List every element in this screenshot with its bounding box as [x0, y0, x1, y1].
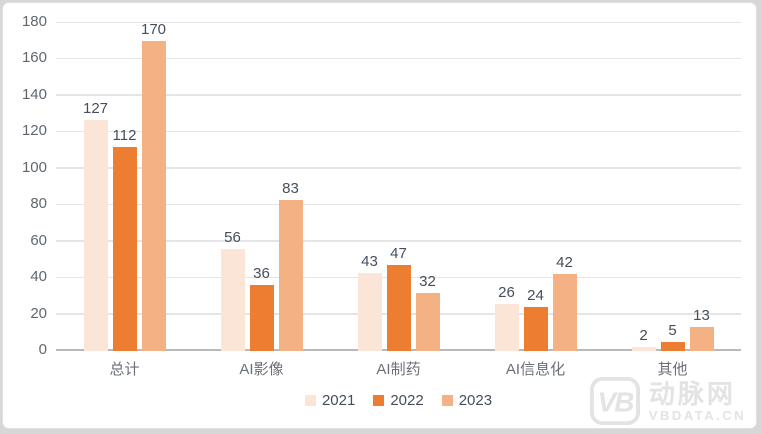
y-tick-label: 40 [30, 268, 47, 286]
bar-group: 26 24 42 [467, 23, 604, 351]
y-tick-label: 160 [21, 49, 47, 67]
gridline [56, 94, 741, 96]
bar-value-label: 56 [224, 228, 241, 246]
y-tick-label: 180 [21, 13, 47, 30]
y-tick-label: 60 [30, 231, 47, 249]
bar-value-label: 26 [498, 283, 515, 301]
legend-swatch [441, 395, 453, 406]
y-tick-label: 0 [38, 341, 47, 358]
vb-logo-icon: VB [589, 376, 640, 426]
legend-item-2022: 2022 [373, 392, 424, 409]
bar-value-label: 5 [668, 321, 677, 339]
legend: 2021 2022 2023 [56, 392, 741, 409]
bar-2023: 32 [415, 273, 440, 351]
gridline [56, 57, 741, 60]
bar-2022: 36 [249, 265, 274, 351]
watermark-site: VBDATA.CN [648, 407, 746, 423]
bar-2023: 42 [552, 254, 577, 351]
plot-area: 127 112 170 56 36 83 43 47 32 26 24 42 2 5 13 [56, 21, 741, 351]
bar-2023: 83 [278, 180, 303, 351]
bar-value-label: 47 [390, 245, 407, 263]
bar-value-label: 83 [282, 179, 299, 197]
bar-2022: 112 [112, 127, 137, 351]
bar-2023: 13 [689, 307, 714, 351]
bar-2021: 127 [83, 100, 108, 351]
y-axis-labels: 0 20 40 60 80 100 120 140 160 180 [3, 13, 47, 358]
bar-value-label: 24 [527, 287, 544, 305]
y-tick-label: 20 [30, 304, 47, 322]
bar-2021: 2 [631, 327, 656, 351]
category-label: AI信息化 [505, 361, 566, 378]
bar-2022: 24 [523, 287, 548, 351]
gridline [56, 240, 741, 242]
bar-value-label: 42 [556, 254, 573, 272]
bar-2022: 5 [660, 322, 685, 351]
bar-value-label: 32 [419, 272, 436, 290]
bar-value-label: 36 [253, 265, 270, 283]
category-label: 其他 [657, 361, 688, 378]
bar-group: 56 36 83 [193, 23, 330, 351]
bar-value-label: 127 [82, 99, 109, 117]
y-tick-label: 140 [21, 85, 47, 103]
bar-value-label: 112 [112, 126, 137, 144]
bar-2021: 56 [220, 229, 245, 351]
category-label: AI制药 [376, 361, 421, 378]
legend-item-2021: 2021 [304, 392, 356, 409]
legend-swatch [373, 395, 385, 406]
category-label: 总计 [109, 361, 140, 378]
vb-logo-text: VB [597, 387, 634, 418]
bar-2023: 170 [141, 21, 166, 351]
bar-2021: 43 [357, 253, 382, 351]
watermark: VB 动脉网 VBDATA.CN [589, 376, 746, 426]
y-tick-label: 80 [30, 195, 47, 213]
gridline [56, 130, 741, 133]
legend-label: 2023 [458, 392, 493, 409]
bar-value-label: 43 [361, 252, 378, 270]
bar-value-label: 13 [693, 307, 710, 325]
gridline [56, 167, 741, 169]
bar-group: 43 47 32 [330, 23, 467, 351]
bars-row: 127 112 170 56 36 83 43 47 32 26 24 42 2 5 13 [56, 21, 741, 351]
gridline [56, 203, 741, 206]
gridline [56, 21, 741, 23]
legend-label: 2022 [390, 392, 424, 409]
category-axis: 总计 AI影像 AI制药 AI信息化 其他 [56, 358, 741, 379]
category-label: AI影像 [239, 361, 284, 378]
bar-value-label: 170 [140, 21, 167, 39]
y-tick-label: 100 [21, 158, 47, 176]
chart-card: 0 20 40 60 80 100 120 140 160 180 127 112 170 56 36 83… [2, 2, 757, 429]
legend-item-2023: 2023 [441, 392, 493, 409]
watermark-brand: 动脉网 [648, 378, 736, 409]
bar-value-label: 2 [639, 327, 648, 345]
legend-label: 2021 [321, 392, 356, 409]
bar-group: 127 112 170 [56, 21, 193, 351]
bar-2022: 47 [386, 245, 411, 351]
bar-2021: 26 [494, 284, 519, 351]
legend-swatch [304, 395, 316, 406]
bar-group: 2 5 13 [604, 23, 741, 351]
y-tick-label: 120 [21, 122, 47, 140]
